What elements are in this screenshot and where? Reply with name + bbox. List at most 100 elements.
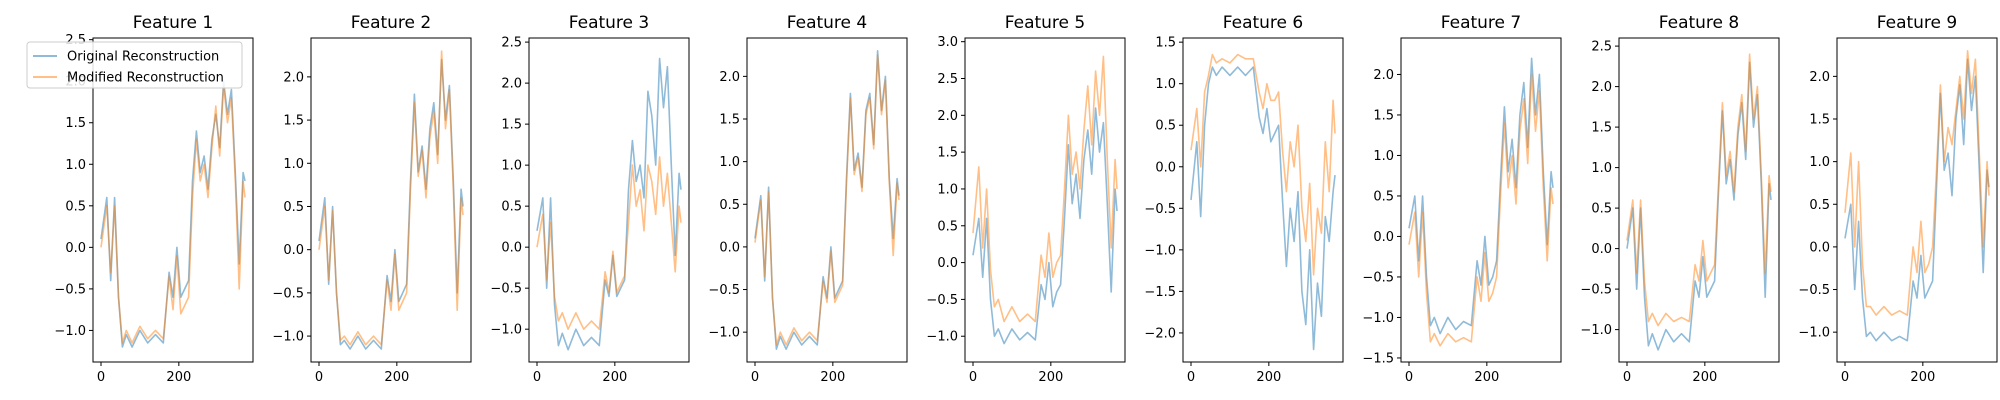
x-tick-label: 200	[1038, 370, 1063, 385]
y-tick-label: 0.5	[501, 200, 522, 215]
y-tick-label: 0.0	[1809, 240, 1830, 255]
y-tick-label: 2.0	[1373, 68, 1394, 83]
y-tick-label: −1.0	[490, 323, 522, 338]
series-line-modified	[536, 156, 682, 331]
series-line-modified	[1626, 53, 1772, 327]
y-tick-label: 0.0	[937, 256, 958, 271]
series-line-modified	[972, 55, 1118, 323]
y-tick-label: 0.5	[1155, 119, 1176, 134]
x-tick-label: 200	[1256, 370, 1281, 385]
axes-frame	[1182, 37, 1344, 363]
series-line-modified	[100, 84, 246, 344]
y-tick-label: −1.0	[54, 324, 86, 339]
y-tick-label: −1.0	[1580, 323, 1612, 338]
x-tick-label: 200	[384, 370, 409, 385]
y-tick-label: 1.0	[65, 158, 86, 173]
axes-frame	[1618, 37, 1780, 363]
y-tick-label: −1.0	[708, 326, 740, 341]
y-tick-label: 1.0	[1155, 77, 1176, 92]
y-tick-label: −1.5	[1362, 351, 1394, 366]
y-tick-label: 0.5	[1809, 198, 1830, 213]
y-tick-label: 0.0	[719, 240, 740, 255]
y-tick-label: 0.0	[1373, 230, 1394, 245]
axes-frame	[528, 37, 690, 363]
series-line-modified	[1408, 73, 1554, 347]
subplot-3: Feature 3 −1.0 −0.5 0.0 0.5 1.0 1.5 2.0 2.5 0 200	[490, 13, 690, 385]
y-tick-label: 2.0	[283, 70, 304, 85]
series-line-original	[1844, 58, 1990, 342]
subplot-title: Feature 6	[1223, 13, 1303, 33]
subplot-title: Feature 8	[1659, 13, 1739, 33]
y-tick-label: 1.5	[937, 146, 958, 161]
subplot-2: Feature 2 −1.0 −0.5 0.0 0.5 1.0 1.5 2.0 0 200	[272, 13, 472, 385]
y-tick-label: 2.0	[937, 109, 958, 124]
series-line-original	[972, 107, 1118, 345]
y-tick-label: 2.5	[1591, 40, 1612, 55]
subplot-title: Feature 9	[1877, 13, 1957, 33]
subplot-7: Feature 7 −1.5 −1.0 −0.5 0.0 0.5 1.0 1.5 2.0 0 200	[1362, 13, 1562, 385]
x-tick-label: 200	[602, 370, 627, 385]
y-tick-label: −0.5	[54, 282, 86, 297]
legend-label-original: Original Reconstruction	[67, 50, 219, 65]
subplot-title: Feature 4	[787, 13, 867, 33]
x-tick-label: 0	[315, 370, 323, 385]
legend-box	[26, 41, 243, 89]
y-tick-label: 1.0	[719, 155, 740, 170]
x-tick-label: 0	[1187, 370, 1195, 385]
y-tick-label: −1.5	[1144, 285, 1176, 300]
subplot-4: Feature 4 −1.0 −0.5 0.0 0.5 1.0 1.5 2.0 0 200	[708, 13, 908, 385]
y-tick-label: −2.0	[1144, 326, 1176, 341]
y-tick-label: 2.5	[937, 72, 958, 87]
y-tick-label: 2.5	[501, 36, 522, 51]
subplot-5: Feature 5 −1.0 −0.5 0.0 0.5 1.0 1.5 2.0 2.5 3.0 0 2…	[926, 13, 1126, 385]
x-tick-label: 200	[1692, 370, 1717, 385]
y-tick-label: 0.0	[65, 241, 86, 256]
y-tick-label: 1.5	[501, 118, 522, 133]
y-tick-label: 1.0	[1373, 149, 1394, 164]
y-tick-label: 1.5	[1373, 108, 1394, 123]
y-tick-label: −0.5	[926, 293, 958, 308]
subplot-title: Feature 5	[1005, 13, 1085, 33]
y-tick-label: −0.5	[1580, 283, 1612, 298]
y-tick-label: 1.0	[501, 159, 522, 174]
subplot-title: Feature 3	[569, 13, 649, 33]
y-tick-label: 1.5	[1809, 113, 1830, 128]
axes-frame	[1400, 37, 1562, 363]
y-tick-label: 1.0	[937, 182, 958, 197]
y-tick-label: −1.0	[272, 330, 304, 345]
legend: Original Reconstruction Modified Reconstr…	[26, 41, 243, 89]
series-line-original	[1408, 57, 1554, 335]
y-tick-label: 3.0	[937, 35, 958, 50]
y-tick-label: 1.0	[1591, 161, 1612, 176]
y-tick-label: 0.5	[1373, 189, 1394, 204]
axes-frame	[92, 37, 254, 363]
y-tick-label: −0.5	[1144, 202, 1176, 217]
y-tick-label: −0.5	[272, 286, 304, 301]
subplot-title: Feature 7	[1441, 13, 1521, 33]
y-tick-label: 1.0	[1809, 155, 1830, 170]
y-tick-label: −0.5	[1362, 270, 1394, 285]
y-tick-label: 0.5	[937, 219, 958, 234]
y-tick-label: 2.0	[719, 70, 740, 85]
series-line-modified	[1190, 53, 1336, 276]
series-line-original	[1626, 61, 1772, 351]
x-tick-label: 0	[533, 370, 541, 385]
y-tick-label: −1.0	[1144, 243, 1176, 258]
y-tick-label: 1.5	[1591, 121, 1612, 136]
subplot-6: Feature 6 −2.0 −1.5 −1.0 −0.5 0.0 0.5 1.0 1.5 0 20…	[1144, 13, 1344, 385]
series-line-modified	[1844, 49, 1990, 316]
y-tick-label: 1.5	[65, 116, 86, 131]
y-tick-label: 0.5	[719, 198, 740, 213]
y-tick-label: −1.0	[926, 330, 958, 345]
y-tick-label: 0.5	[1591, 202, 1612, 217]
x-tick-label: 200	[166, 370, 191, 385]
x-tick-label: 0	[969, 370, 977, 385]
series-line-modified	[318, 50, 464, 346]
y-tick-label: −0.5	[1798, 283, 1830, 298]
x-tick-label: 200	[1474, 370, 1499, 385]
y-tick-label: −1.0	[1362, 311, 1394, 326]
legend-label-modified: Modified Reconstruction	[67, 71, 224, 86]
axes-frame	[964, 37, 1126, 363]
axes-frame	[310, 37, 472, 363]
